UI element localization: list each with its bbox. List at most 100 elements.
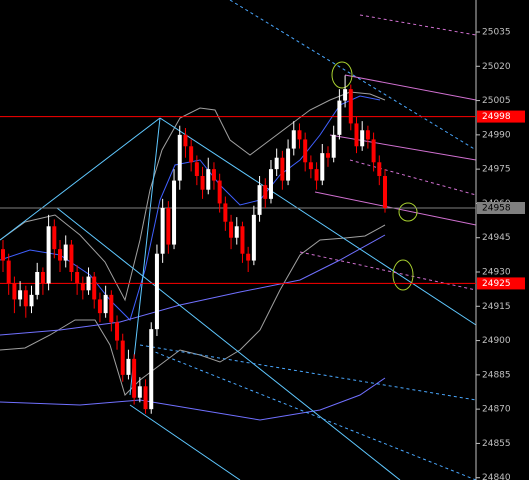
candle-body <box>200 176 205 190</box>
y-tick-label: 25035 <box>482 28 511 38</box>
candle-body <box>274 157 279 170</box>
candle-body <box>172 180 177 245</box>
candle-body <box>371 139 376 163</box>
candle-body <box>18 290 23 300</box>
candle-body <box>109 294 114 323</box>
candle-body <box>251 214 256 261</box>
candle-body <box>234 226 239 238</box>
trend-line-dashed <box>149 349 477 480</box>
candle-body <box>126 358 131 375</box>
moving-average <box>0 95 381 321</box>
y-tick-label: 24900 <box>482 336 511 346</box>
candle-body <box>194 162 199 176</box>
y-tick-label: 24930 <box>482 268 511 278</box>
candle-body <box>52 226 57 250</box>
candle-body <box>149 329 154 410</box>
channel-line-dashed <box>359 14 477 36</box>
y-tick-label: 24885 <box>482 370 511 380</box>
candle-body <box>343 89 348 101</box>
candle-body <box>35 272 40 295</box>
candle-body <box>120 340 125 375</box>
trend-line <box>129 117 161 396</box>
y-tick-label: 24915 <box>482 302 511 312</box>
candle-body <box>211 169 216 181</box>
y-tick-label: 25005 <box>482 96 511 106</box>
candle-body <box>6 260 11 284</box>
candle-body <box>97 299 102 314</box>
candle-body <box>166 208 171 245</box>
indicators <box>0 0 477 480</box>
candle-body <box>337 100 342 135</box>
price-label-box <box>477 277 525 290</box>
bollinger-lower <box>0 224 386 396</box>
candle-body <box>280 157 285 181</box>
bollinger-upper <box>0 91 386 302</box>
highlight-ellipse <box>331 61 353 89</box>
candle-body <box>303 139 308 163</box>
candle-body <box>40 272 45 284</box>
candle-body <box>58 249 63 261</box>
candle-body <box>160 208 165 254</box>
price-label: 24998 <box>482 112 511 122</box>
candle-body <box>217 180 222 204</box>
candle-body <box>143 386 148 410</box>
highlight-ellipse <box>392 259 414 291</box>
candle-body <box>320 153 325 181</box>
y-tick-label: 24870 <box>482 405 511 415</box>
long-average <box>0 234 386 336</box>
candle-body <box>12 283 17 300</box>
candle-body <box>383 176 387 208</box>
candle-body <box>86 276 91 291</box>
candle-body <box>308 162 313 170</box>
candle-body <box>291 130 296 149</box>
candle-body <box>80 283 85 291</box>
y-tick-label: 24975 <box>482 165 511 175</box>
candle-body <box>46 226 51 284</box>
trend-line <box>159 117 477 326</box>
candle-body <box>240 226 245 254</box>
candle-body <box>246 253 251 261</box>
candle-body <box>63 244 68 261</box>
candle-body <box>365 130 370 140</box>
candle-body <box>103 294 108 314</box>
y-tick-label: 25020 <box>482 62 511 72</box>
candle-body <box>92 276 97 300</box>
channel-line <box>329 134 477 161</box>
candle-body <box>314 169 319 181</box>
channel-line-dashed <box>349 159 477 196</box>
candle-body <box>183 134 188 147</box>
channel-line-dashed <box>299 251 477 291</box>
long-average-low <box>0 377 386 421</box>
candle-body <box>154 253 159 330</box>
y-tick-label: 24990 <box>482 130 511 140</box>
candle-body <box>348 89 353 124</box>
candle-body <box>132 358 137 398</box>
trend-line <box>0 117 161 241</box>
trend-line-dashed <box>139 344 477 401</box>
price-label-box <box>477 202 525 214</box>
y-tick-label: 25050 <box>482 0 511 3</box>
highlight-ellipse <box>398 202 418 222</box>
candle-body <box>331 134 336 158</box>
candle-body <box>69 244 74 272</box>
candle-body <box>206 169 211 190</box>
candle-body <box>137 386 142 398</box>
candle-body <box>75 272 80 284</box>
candle-body <box>257 185 262 215</box>
price-label: 24958 <box>482 204 511 214</box>
y-tick-label: 24840 <box>482 473 511 480</box>
candle-body <box>115 322 120 341</box>
channel-line <box>344 74 477 101</box>
candle-body <box>268 169 273 199</box>
candle-body <box>29 294 34 307</box>
price-label-box <box>477 110 525 123</box>
candle-body <box>297 130 302 140</box>
candle-body <box>325 153 330 158</box>
candle-body <box>286 148 291 181</box>
candle-body <box>1 249 5 261</box>
trend-line <box>56 207 401 480</box>
trend-line-dashed <box>229 0 477 151</box>
candle-body <box>377 162 382 176</box>
